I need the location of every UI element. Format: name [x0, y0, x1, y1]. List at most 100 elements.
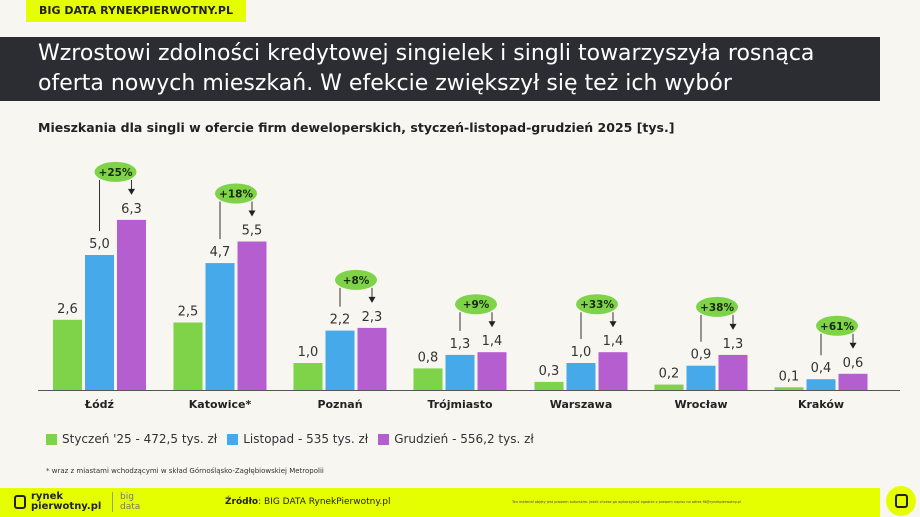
headline-line-2: oferta nowych mieszkań. W efekcie zwięks… [38, 71, 732, 96]
change-badge [335, 269, 377, 290]
bar [117, 219, 146, 390]
logo-icon [14, 495, 26, 509]
data-label: 5,5 [242, 224, 263, 239]
change-label: +8% [343, 275, 370, 287]
legend-swatch [46, 433, 57, 445]
change-badge [94, 161, 137, 182]
change-label: +9% [463, 299, 490, 311]
category-label: Wrocław [674, 398, 727, 411]
bar [686, 365, 716, 390]
change-label: +61% [820, 321, 854, 333]
data-label: 0,2 [659, 367, 680, 382]
bar [237, 241, 267, 390]
logo-text-1: rynek [31, 491, 64, 502]
legend-label: Listopad - 535 tys. zł [243, 432, 369, 446]
arrow-head [729, 323, 737, 330]
bar [477, 352, 507, 390]
bar [534, 381, 564, 390]
data-label: 2,6 [57, 302, 78, 317]
footnote: * wraz z miastami wchodzącymi w skład Gó… [46, 467, 324, 475]
bar [598, 352, 628, 390]
logo-icon [894, 494, 908, 508]
legend-label: Styczeń '25 - 472,5 tys. zł [62, 432, 218, 446]
data-label: 1,4 [603, 334, 624, 349]
data-label: 6,3 [121, 202, 142, 217]
bar [445, 354, 475, 390]
arrow-head [488, 321, 496, 328]
bar [85, 255, 114, 390]
bd-text-2: data [120, 502, 141, 512]
category-label: Warszawa [550, 398, 613, 411]
bd-text-1: big [120, 492, 134, 502]
bar [838, 373, 868, 390]
bar [654, 384, 684, 390]
footer: rynek pierwotny.pl big data Źródło: BIG DA… [0, 488, 880, 517]
change-badge [576, 294, 618, 315]
headline-line-1: Wzrostowi zdolności kredytowej singielek… [38, 41, 815, 66]
change-badge [816, 315, 858, 336]
change-label: +18% [219, 189, 253, 201]
source: Źródło: BIG DATA RynekPierwotny.pl [225, 497, 390, 507]
data-label: 0,3 [539, 364, 560, 379]
change-badge [455, 294, 497, 315]
category-label: Katowice* [189, 398, 252, 411]
data-label: 1,0 [298, 345, 319, 360]
data-label: 0,8 [418, 350, 439, 365]
arrow-head [849, 342, 857, 349]
data-label: 1,3 [723, 337, 744, 352]
legend-item-jan: Styczeń '25 - 472,5 tys. zł [46, 432, 217, 446]
data-label: 1,3 [450, 337, 471, 352]
chart-title: Mieszkania dla singli w ofercie firm dew… [38, 120, 675, 135]
source-label: Źródło [225, 497, 259, 507]
change-badge [696, 296, 738, 317]
bar [357, 327, 387, 390]
data-label: 1,0 [571, 345, 592, 360]
data-label: 0,4 [811, 361, 832, 376]
copyright: Ten materiał objęty jest prawem autorski… [512, 500, 741, 504]
data-label: 0,9 [691, 348, 712, 363]
logo: rynek pierwotny.pl [14, 492, 101, 512]
data-label: 5,0 [89, 237, 110, 252]
change-badge [215, 183, 257, 204]
arrow-head [368, 296, 376, 303]
arrow-head [248, 210, 256, 217]
bar [205, 263, 235, 390]
headline: Wzrostowi zdolności kredytowej singielek… [0, 37, 880, 101]
data-label: 4,7 [210, 245, 231, 260]
bar [53, 319, 82, 390]
data-label: 2,5 [178, 305, 199, 320]
change-label: +38% [700, 302, 734, 314]
bar [325, 330, 355, 390]
change-label: +33% [580, 299, 614, 311]
change-label: +25% [99, 167, 133, 179]
data-label: 2,3 [362, 310, 383, 325]
category-label: Łódź [84, 398, 114, 411]
category-label: Poznań [317, 398, 362, 411]
legend-swatch [378, 433, 390, 445]
arrow-head [609, 321, 617, 328]
data-label: 1,4 [482, 334, 503, 349]
bar [413, 368, 443, 390]
bar [566, 363, 596, 390]
bar [293, 363, 323, 390]
legend-item-nov: Listopad - 535 tys. zł [227, 432, 368, 446]
bar [173, 322, 203, 390]
source-text: : BIG DATA RynekPierwotny.pl [258, 497, 391, 507]
data-label: 2,2 [330, 313, 351, 328]
data-label: 0,6 [843, 356, 864, 371]
legend-swatch [227, 433, 239, 445]
arrow-head [128, 188, 135, 195]
bar [774, 387, 804, 390]
legend: Styczeń '25 - 472,5 tys. zł Listopad - 5… [46, 432, 534, 446]
data-label: 0,1 [779, 369, 800, 384]
legend-label: Grudzień - 556,2 tys. zł [394, 432, 534, 446]
big-data-logo: big data [112, 492, 140, 512]
category-label: Trójmiasto [427, 398, 493, 411]
bar [806, 379, 836, 390]
logo-text-2: pierwotny.pl [31, 501, 102, 512]
legend-item-dec: Grudzień - 556,2 tys. zł [378, 432, 534, 446]
category-label: Kraków [798, 398, 844, 411]
bar [718, 354, 748, 390]
brand-circle [886, 486, 916, 516]
